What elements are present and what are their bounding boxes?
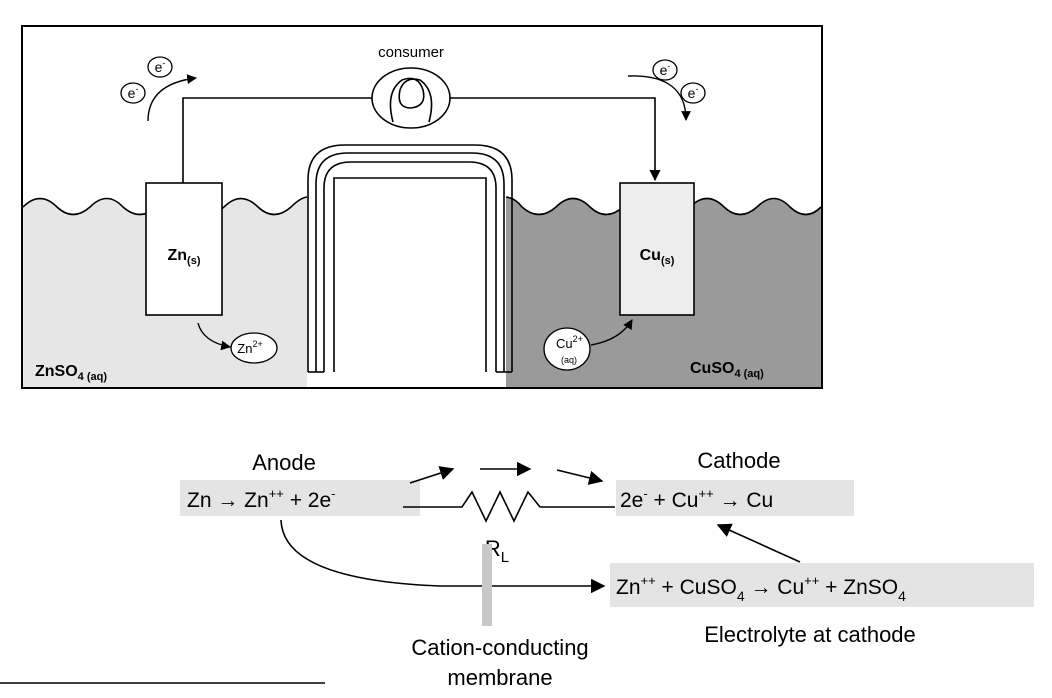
zinc-ion: Zn2+ xyxy=(197,322,278,364)
svg-text:e-: e- xyxy=(155,58,166,75)
copper-ion: Cu2+ (aq) xyxy=(543,319,633,371)
svg-text:(aq): (aq) xyxy=(561,355,577,365)
membrane-caption-line2: membrane xyxy=(447,665,552,690)
cathode-equation: 2e- + Cu++ → Cu xyxy=(620,486,773,512)
svg-text:e-: e- xyxy=(128,84,139,101)
zinc-electrode-label: Zn(s) xyxy=(168,247,201,267)
copper-electrode xyxy=(619,182,695,316)
electrons-left: e- e- xyxy=(120,56,197,122)
ion-migration-arrow xyxy=(280,519,606,594)
svg-text:e-: e- xyxy=(660,61,671,78)
left-solution-label: ZnSO4 (aq) xyxy=(35,363,107,383)
svg-text:Cu2+: Cu2+ xyxy=(556,334,583,351)
cathode-equation-box xyxy=(616,480,854,516)
cathode-title: Cathode xyxy=(697,448,780,473)
svg-text:Zn2+: Zn2+ xyxy=(237,339,262,356)
right-solution-label: CuSO4 (aq) xyxy=(690,360,764,380)
consumer-lamp-icon xyxy=(371,67,451,129)
consumer-label: consumer xyxy=(378,44,444,61)
membrane-caption-line1: Cation-conducting xyxy=(411,635,588,660)
electrolyte-equation-box xyxy=(610,563,1034,607)
electrons-right: e- e- xyxy=(627,59,706,121)
anode-equation-box xyxy=(180,480,420,516)
salt-bridge xyxy=(307,144,513,373)
resistor-icon xyxy=(403,490,615,523)
anode-title: Anode xyxy=(252,450,316,475)
electrolyte-caption: Electrolyte at cathode xyxy=(704,622,916,647)
electrolyte-equation: Zn++ + CuSO4 → Cu++ + ZnSO4 xyxy=(616,573,906,604)
svg-text:e-: e- xyxy=(688,84,699,101)
electron-flow-arrows xyxy=(409,461,604,485)
galvanic-cell: consumer e- e- e- e- Zn(s) Cu(s) Zn2+ xyxy=(21,25,823,389)
copper-electrode-label: Cu(s) xyxy=(640,247,675,267)
external-wire xyxy=(182,97,372,183)
reaction-scheme: Anode Cathode Zn → Zn++ + 2e- 2e- + Cu++… xyxy=(0,448,1034,690)
cu-ion-supply-arrow xyxy=(716,523,801,563)
zinc-electrode xyxy=(145,182,223,316)
anode-equation: Zn → Zn++ + 2e- xyxy=(187,486,336,512)
cation-membrane xyxy=(482,544,492,626)
